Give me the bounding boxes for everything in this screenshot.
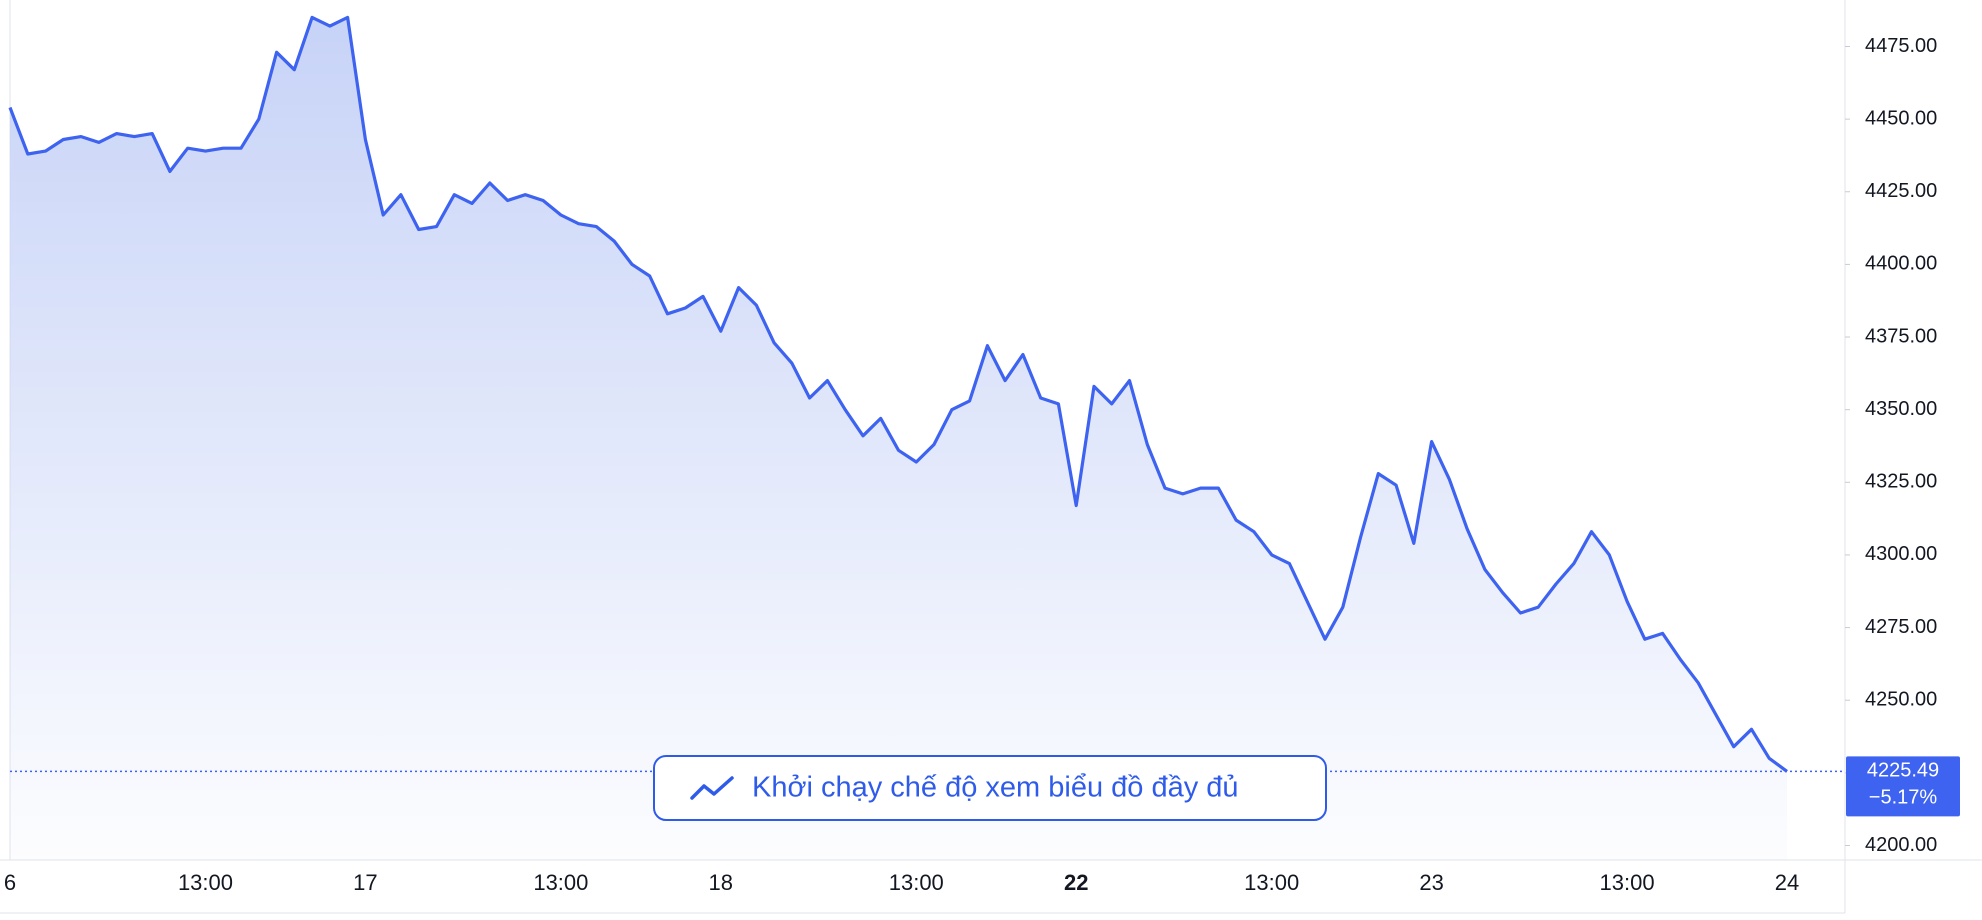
y-tick-label: 4475.00 <box>1865 35 1937 57</box>
price-line <box>8 15 1788 773</box>
full-chart-button[interactable]: Khởi chạy chế độ xem biểu đồ đầy đủ <box>653 755 1327 821</box>
y-tick-label: 4400.00 <box>1865 253 1937 275</box>
y-tick-label: 4250.00 <box>1865 688 1937 710</box>
x-tick-label: 13:00 <box>533 870 588 895</box>
change-label: −5.17% <box>1869 787 1938 809</box>
x-tick-label: 23 <box>1419 870 1443 895</box>
x-tick-label: 13:00 <box>178 870 233 895</box>
y-tick-label: 4450.00 <box>1865 107 1937 129</box>
y-tick-label: 4350.00 <box>1865 398 1937 420</box>
x-tick-label: 24 <box>1775 870 1799 895</box>
button-label[interactable]: Khởi chạy chế độ xem biểu đồ đầy đủ <box>752 772 1239 804</box>
plot: 4200.004225.004250.004275.004300.004325.… <box>4 15 1937 895</box>
y-tick-label: 4375.00 <box>1865 325 1937 347</box>
x-tick-label: 13:00 <box>1244 870 1299 895</box>
x-tick-label: 6 <box>4 870 16 895</box>
last-price-label: 4225.49 <box>1867 760 1939 782</box>
x-tick-label: 13:00 <box>889 870 944 895</box>
y-tick-label: 4200.00 <box>1865 834 1937 856</box>
y-tick-label: 4300.00 <box>1865 543 1937 565</box>
x-tick-label: 22 <box>1064 870 1088 895</box>
x-tick-label: 17 <box>353 870 377 895</box>
y-tick-label: 4425.00 <box>1865 180 1937 202</box>
area-fill <box>10 17 1787 860</box>
last-price-box <box>1846 756 1960 817</box>
x-tick-label: 18 <box>709 870 733 895</box>
y-tick-label: 4275.00 <box>1865 616 1937 638</box>
y-tick-label: 4325.00 <box>1865 471 1937 493</box>
x-tick-label: 13:00 <box>1600 870 1655 895</box>
button-icon[interactable] <box>690 776 734 800</box>
button-frame[interactable] <box>653 755 1327 821</box>
